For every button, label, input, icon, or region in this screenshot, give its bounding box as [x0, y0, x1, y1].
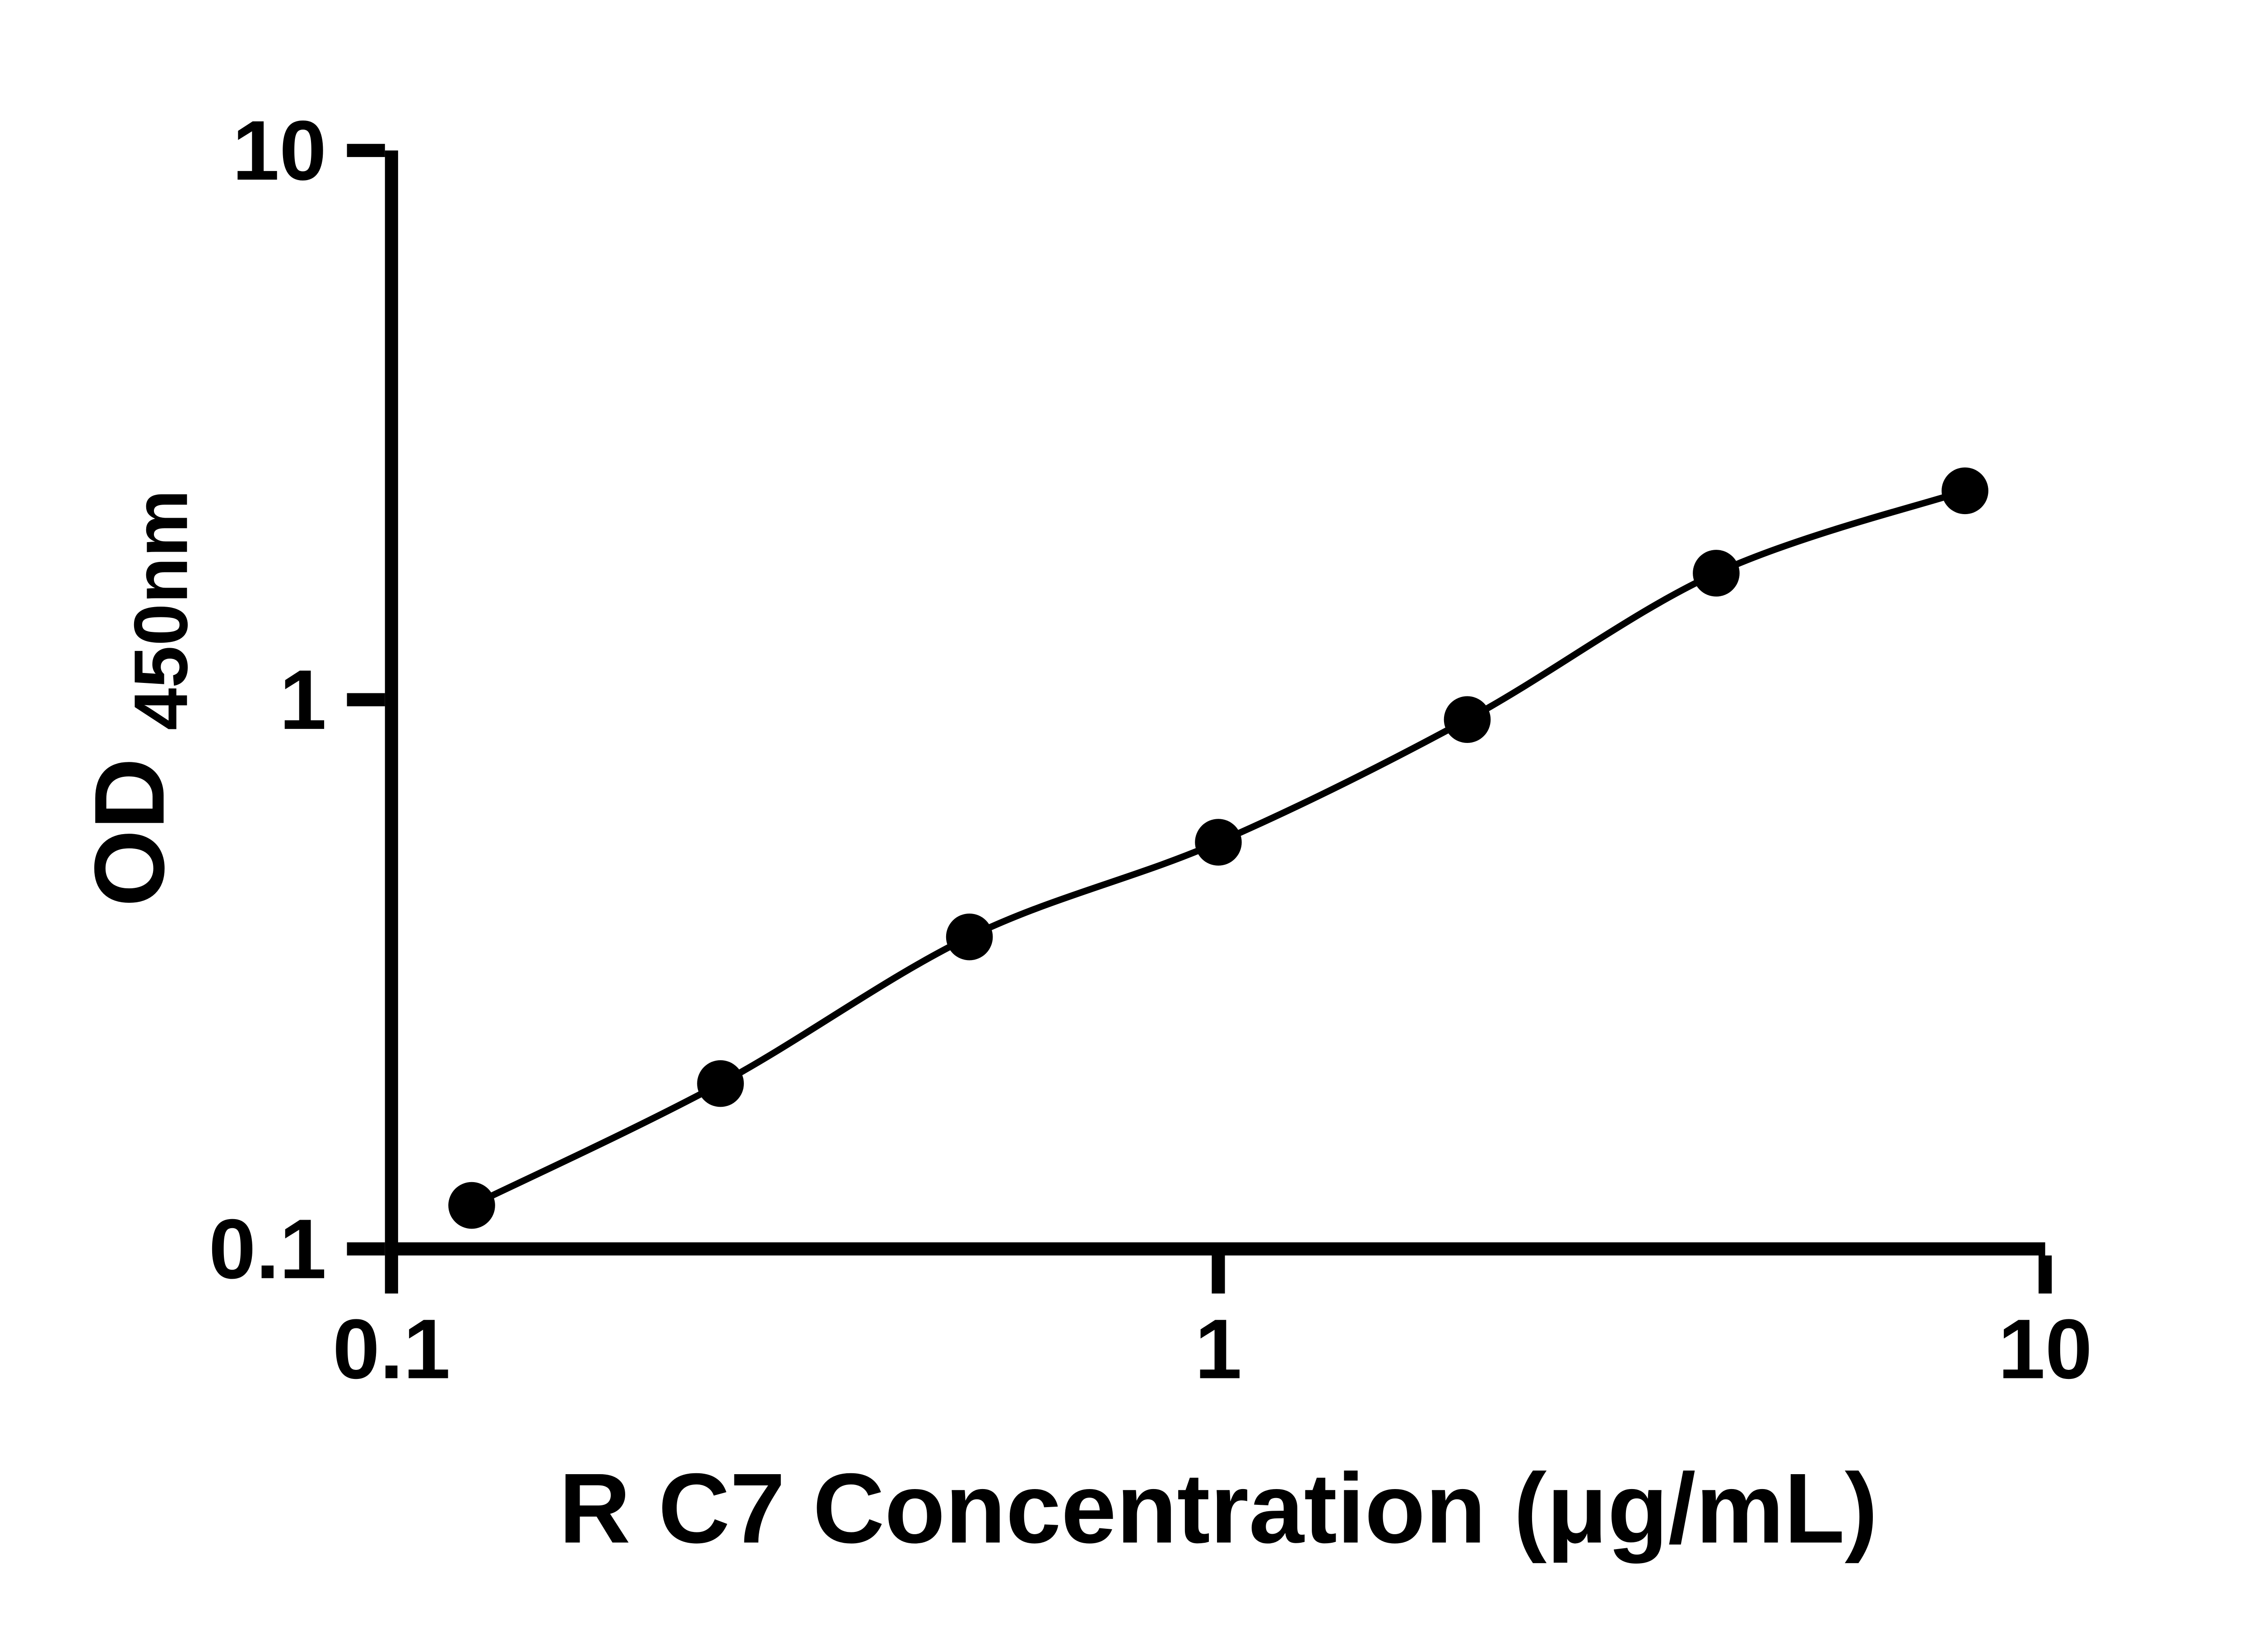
data-point [448, 1182, 495, 1229]
y-axis-title-main: OD [74, 758, 185, 907]
y-axis-title: OD 450nm [74, 490, 203, 907]
data-point [946, 913, 993, 961]
axis-lines [385, 150, 2045, 1256]
y-tick-label: 1 [279, 652, 326, 747]
data-point [697, 1060, 744, 1107]
y-axis-title-subscript: 450nm [118, 490, 203, 730]
data-point [1444, 696, 1491, 743]
x-tick-label: 1 [1195, 1301, 1242, 1396]
y-tick-label: 0.1 [209, 1202, 326, 1296]
x-tick-label: 10 [1998, 1301, 2092, 1396]
y-tick-label: 10 [232, 103, 327, 198]
plot-area: 0.1 1 10 0.1 1 10 [209, 103, 2092, 1396]
x-tick-label: 0.1 [333, 1301, 450, 1396]
x-axis-title: R C7 Concentration (μg/mL) [559, 1452, 1878, 1564]
data-point [1195, 819, 1242, 866]
data-point [1693, 550, 1740, 597]
data-point [1941, 467, 1988, 515]
